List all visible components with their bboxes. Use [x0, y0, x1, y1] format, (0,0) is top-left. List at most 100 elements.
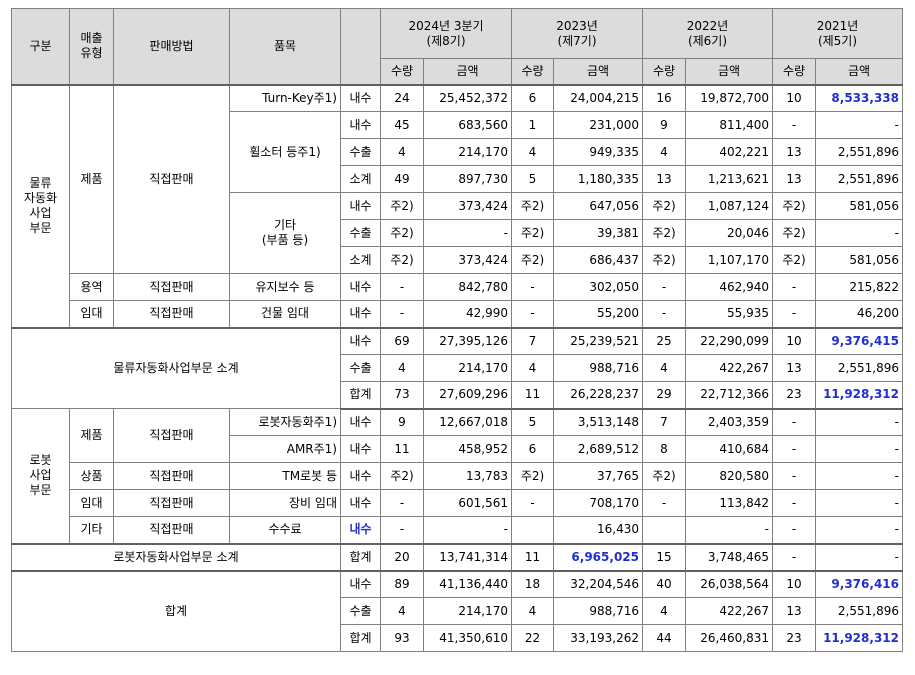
cell-market: 내수 — [340, 489, 381, 517]
cell-qty-2022: 16 — [642, 83, 686, 112]
cell-qty-2021: - — [772, 435, 816, 463]
cell-qty-2023: 22 — [511, 624, 554, 652]
cell-qty-2021: 13 — [772, 165, 816, 193]
cell-amount-2022: 422,267 — [685, 597, 773, 625]
cell-qty-2022: 44 — [642, 624, 686, 652]
cell-qty-2023: 4 — [511, 354, 554, 382]
cell-qty-2021: 주2) — [772, 192, 816, 220]
cell-amount-2023: 39,381 — [553, 219, 643, 247]
cell-amount-2024q3: 12,667,018 — [423, 408, 512, 436]
cell-qty-2022: 주2) — [642, 462, 686, 490]
sales-method-direct: 직접판매 — [113, 273, 230, 301]
cell-qty-2022: 4 — [642, 354, 686, 382]
cell-amount-2021: - — [815, 435, 903, 463]
sales-type-product: 제품 — [69, 408, 114, 463]
cell-amount-2022: 22,712,366 — [685, 381, 773, 410]
cell-qty-2023: 5 — [511, 408, 554, 436]
cell-amount-2021: 46,200 — [815, 300, 903, 328]
cell-amount-2021: - — [815, 516, 903, 544]
cell-amount-2024q3: 41,350,610 — [423, 624, 512, 652]
header-sales-type: 매출 유형 — [69, 8, 114, 85]
cell-amount-2022: 26,460,831 — [685, 624, 773, 652]
cell-market: 합계 — [340, 381, 381, 410]
cell-amount-2021: 2,551,896 — [815, 138, 903, 166]
cell-qty-2023: 주2) — [511, 462, 554, 490]
cell-amount-2024q3: 13,741,314 — [423, 542, 512, 572]
cell-amount-2022: 1,087,124 — [685, 192, 773, 220]
cell-amount-2021: - — [815, 462, 903, 490]
sales-type-goods: 상품 — [69, 462, 114, 490]
cell-amount-2021: 2,551,896 — [815, 165, 903, 193]
item-amr: AMR주1) — [229, 435, 341, 463]
header-qty: 수량 — [511, 58, 554, 85]
cell-amount-2024q3: 42,990 — [423, 300, 512, 328]
cell-qty-2024q3: 주2) — [380, 192, 424, 220]
cell-qty-2023: - — [511, 273, 554, 301]
cell-qty-2024q3: - — [380, 489, 424, 517]
cell-amount-2022: 113,842 — [685, 489, 773, 517]
item-equipment-rental: 장비 임대 — [229, 489, 341, 517]
table-row: 임대 직접판매 건물 임대 내수 -42,990-55,200-55,935-46… — [12, 300, 903, 328]
table-row: 임대 직접판매 장비 임대 내수 -601,561-708,170-113,842… — [12, 489, 903, 517]
cell-amount-2024q3: 214,170 — [423, 597, 512, 625]
cell-amount-2024q3: 41,136,440 — [423, 570, 512, 598]
item-other-parts: 기타 (부품 등) — [229, 192, 341, 274]
cell-amount-2024q3: 458,952 — [423, 435, 512, 463]
cell-amount-2022: 811,400 — [685, 111, 773, 139]
cell-amount-2022: 1,107,170 — [685, 246, 773, 274]
cell-qty-2021: 주2) — [772, 219, 816, 247]
segment-label-robot: 로봇 사업 부문 — [11, 408, 70, 544]
cell-qty-2024q3: - — [380, 300, 424, 328]
cell-amount-2023: 1,180,335 — [553, 165, 643, 193]
table-row: 물류자동화사업부문 소계 내수 69 27,395,126 7 25,239,521 25… — [11, 326, 903, 409]
cell-amount-2024q3: 214,170 — [423, 354, 512, 382]
cell-amount-2023: 686,437 — [553, 246, 643, 274]
cell-market: 내수 — [340, 408, 381, 436]
header-qty: 수량 — [642, 58, 686, 85]
table-row: 소계 49 897,730 5 1,180,335 13 1,213,621 13 2,551,… — [12, 165, 903, 193]
cell-amount-2022: 55,935 — [685, 300, 773, 328]
cell-amount-2022: 26,038,564 — [685, 570, 773, 598]
table-row: 휠소터 등주1) 내수 45 683,560 1 231,000 9 811,400- - — [12, 111, 903, 193]
item-wheel-sorter: 휠소터 등주1) — [229, 111, 341, 193]
cell-qty-2021: 13 — [772, 354, 816, 382]
cell-qty-2023: 주2) — [511, 246, 554, 274]
cell-qty-2022: 주2) — [642, 246, 686, 274]
header-qty: 수량 — [380, 58, 424, 85]
header-period-2022: 2022년 (제6기) — [642, 8, 773, 59]
cell-qty-2023: - — [511, 489, 554, 517]
cell-amount-2023: 32,204,546 — [553, 570, 643, 598]
table-row: 용역 직접판매 유지보수 등 내수 -842,780-302,050-462,94… — [12, 273, 903, 301]
table-header: 구분 매출 유형 판매방법 품목 2024년 3분기 (제8기) 2023년 (제7… — [11, 8, 903, 85]
table-body: 물류 자동화 사업 부문 제품 직접판매 Turn-Key주1) 내수 24 25,… — [11, 83, 903, 652]
cell-market: 내수 — [340, 435, 381, 463]
cell-amount-2021: 581,056 — [815, 192, 903, 220]
header-category: 구분 — [11, 8, 70, 85]
cell-qty-2022: 4 — [642, 138, 686, 166]
cell-qty-2021: 10 — [772, 83, 816, 112]
segment-label-logistics: 물류 자동화 사업 부문 — [11, 83, 70, 328]
cell-amount-2023: 949,335 — [553, 138, 643, 166]
item-maintenance: 유지보수 등 — [229, 273, 341, 301]
cell-market: 내수 — [340, 300, 381, 328]
cell-amount-2022: 402,221 — [685, 138, 773, 166]
cell-qty-2021: - — [772, 111, 816, 139]
cell-amount-2024q3: 601,561 — [423, 489, 512, 517]
cell-qty-2022 — [642, 516, 686, 544]
cell-amount-2023: 3,513,148 — [553, 408, 643, 436]
cell-amount-2023: 24,004,215 — [553, 83, 643, 112]
cell-amount-2023: 988,716 — [553, 354, 643, 382]
cell-amount-2024q3: 842,780 — [423, 273, 512, 301]
cell-amount-2021: 581,056 — [815, 246, 903, 274]
cell-qty-2022: 4 — [642, 597, 686, 625]
cell-qty-2021: - — [772, 273, 816, 301]
cell-qty-2023: - — [511, 300, 554, 328]
cell-amount-2021: 2,551,896 — [815, 597, 903, 625]
cell-amount-2023: 302,050 — [553, 273, 643, 301]
cell-amount-2024q3: 25,452,372 — [423, 83, 512, 112]
cell-amount-2022: 20,046 — [685, 219, 773, 247]
cell-amount-2024q3: - — [423, 219, 512, 247]
cell-market: 내수 — [340, 192, 381, 220]
cell-amount-2023: 6,965,025 — [553, 542, 643, 572]
cell-amount-2022: 820,580 — [685, 462, 773, 490]
